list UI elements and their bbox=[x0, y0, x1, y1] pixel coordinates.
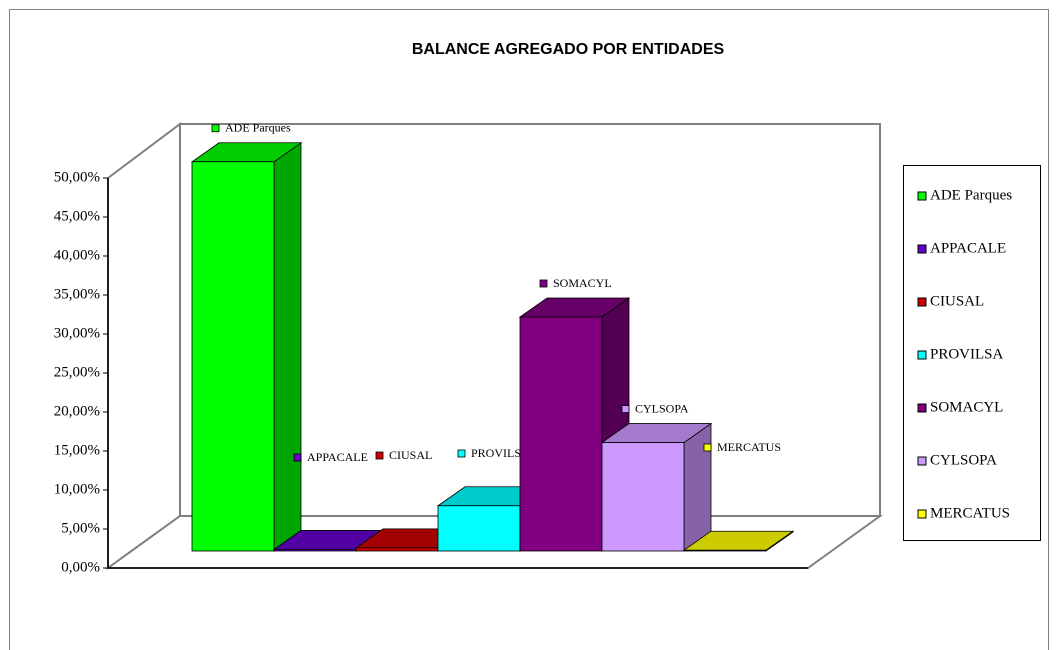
y-tick-label: 0,00% bbox=[61, 559, 100, 575]
y-tick-label: 35,00% bbox=[54, 286, 100, 302]
data-label-marker bbox=[621, 405, 630, 413]
y-tick-label: 15,00% bbox=[54, 442, 100, 458]
legend-marker bbox=[917, 350, 927, 360]
data-label: MERCATUS bbox=[717, 440, 781, 454]
y-tick-label: 10,00% bbox=[54, 481, 100, 497]
legend-marker bbox=[917, 403, 927, 413]
legend-label: ADE Parques bbox=[930, 187, 1012, 203]
legend-marker bbox=[917, 509, 927, 519]
y-tick-label: 25,00% bbox=[54, 364, 100, 380]
y-tick-label: 50,00% bbox=[54, 169, 100, 185]
side-wall bbox=[107, 122, 181, 570]
legend-label: SOMACYL bbox=[930, 399, 1003, 415]
data-label: ADE Parques bbox=[225, 121, 291, 135]
data-label-marker bbox=[211, 124, 220, 133]
legend-label: APPACALE bbox=[930, 240, 1006, 256]
y-tick-label: 20,00% bbox=[54, 403, 100, 419]
y-tick-label: 45,00% bbox=[54, 208, 100, 224]
data-label-marker bbox=[703, 443, 712, 452]
legend-label: PROVILSA bbox=[930, 346, 1004, 362]
data-label: CIUSAL bbox=[389, 448, 432, 462]
data-label-marker bbox=[293, 453, 302, 462]
bar bbox=[437, 505, 521, 552]
y-tick-label: 40,00% bbox=[54, 247, 100, 263]
bar-side bbox=[683, 422, 712, 552]
legend-label: CIUSAL bbox=[930, 293, 984, 309]
legend-marker bbox=[917, 456, 927, 466]
y-tick-label: 30,00% bbox=[54, 325, 100, 341]
legend-marker bbox=[917, 244, 927, 254]
bar bbox=[355, 547, 439, 552]
legend-marker bbox=[917, 191, 927, 201]
data-label: APPACALE bbox=[307, 450, 368, 464]
bar-side bbox=[273, 142, 302, 552]
bar bbox=[683, 549, 767, 552]
legend-marker bbox=[917, 297, 927, 307]
chart-title: BALANCE AGREGADO POR ENTIDADES bbox=[412, 41, 725, 58]
data-label-marker bbox=[539, 279, 548, 288]
bar bbox=[519, 316, 603, 552]
bar bbox=[273, 549, 357, 552]
data-label: PROVILSA bbox=[471, 446, 530, 460]
data-label: SOMACYL bbox=[553, 276, 612, 290]
bar bbox=[601, 442, 685, 552]
data-label-marker bbox=[375, 451, 384, 460]
data-label-marker bbox=[457, 449, 466, 458]
legend-label: CYLSOPA bbox=[930, 452, 997, 468]
bar bbox=[191, 161, 275, 552]
data-label: CYLSOPA bbox=[635, 401, 689, 415]
legend-label: MERCATUS bbox=[930, 505, 1010, 521]
y-tick-label: 5,00% bbox=[61, 520, 100, 536]
